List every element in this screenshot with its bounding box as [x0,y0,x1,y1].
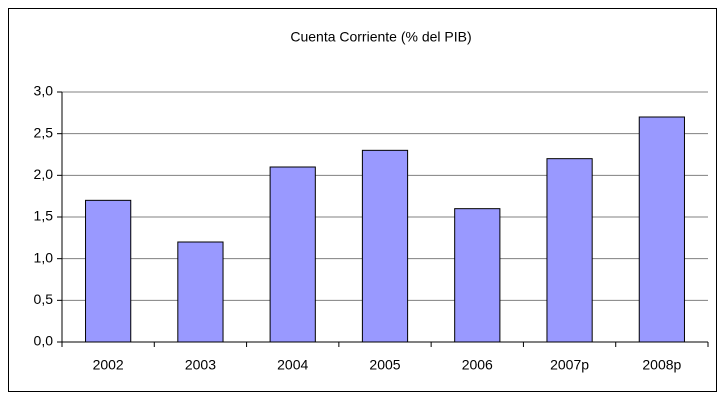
bar [361,149,409,343]
x-tick-label: 2003 [185,357,216,373]
y-tick-label: 1,0 [34,249,54,265]
x-tick-label: 2006 [462,357,493,373]
x-tick-label: 2002 [93,357,124,373]
y-tick-label: 3,0 [34,83,54,99]
y-tick-label: 1,5 [34,208,54,224]
x-tick-label: 2008p [642,357,681,373]
bar [546,158,593,343]
y-tick-label: 2,5 [34,124,54,140]
chart-title: Cuenta Corriente (% del PIB) [290,29,471,45]
bar [269,166,316,343]
bar [454,208,501,343]
y-tick-label: 0,5 [34,291,54,307]
y-tick-label: 0,0 [34,333,54,349]
bar [85,199,132,343]
y-tick-label: 2,0 [34,166,54,182]
bar [638,116,685,343]
x-tick-label: 2005 [369,357,400,373]
bar [177,241,224,343]
x-tick-label: 2007p [550,357,589,373]
x-tick-label: 2004 [277,357,308,373]
